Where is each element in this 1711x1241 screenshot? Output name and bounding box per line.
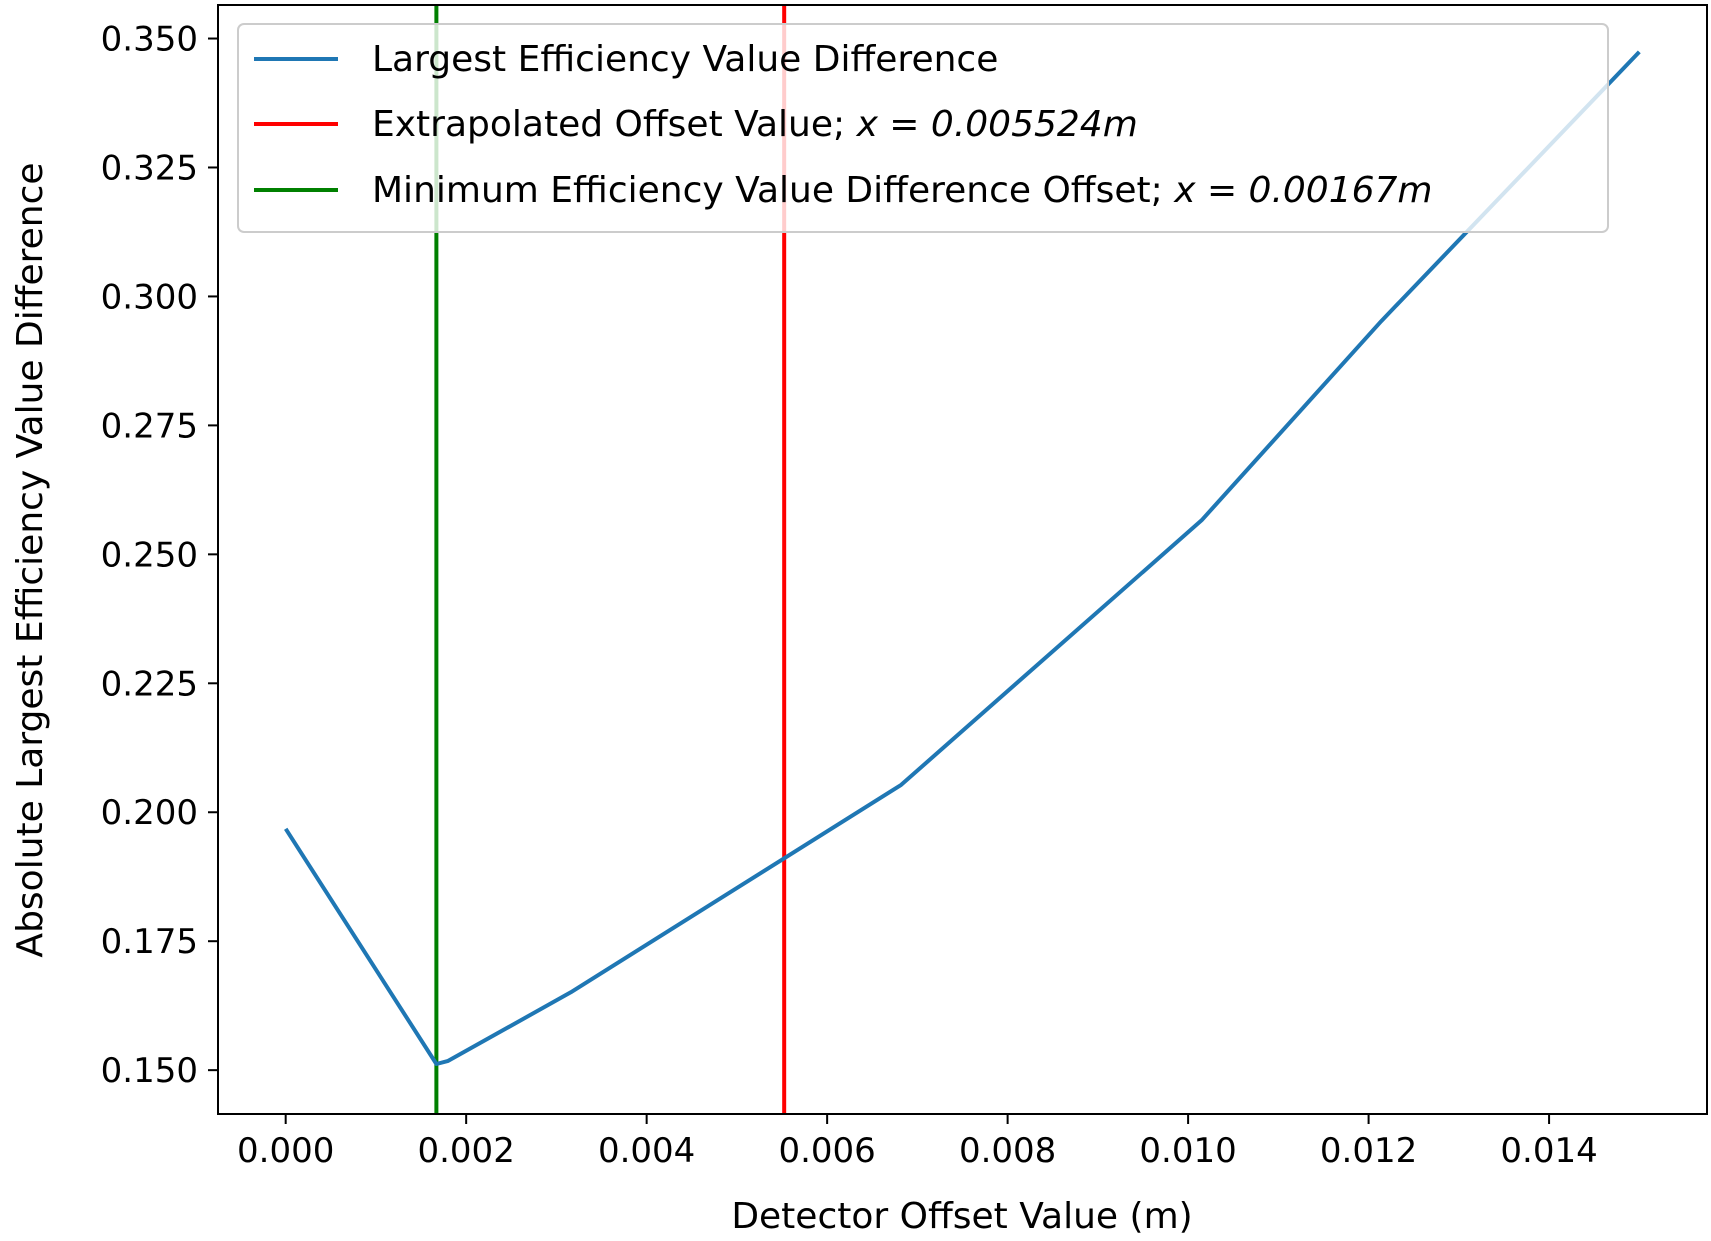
y-tick-label: 0.200 bbox=[101, 793, 198, 833]
x-axis: 0.000 0.002 0.004 0.006 0.008 0.010 0.012 0.014 bbox=[237, 1114, 1598, 1171]
x-tick-label: 0.004 bbox=[598, 1131, 695, 1171]
data-point bbox=[434, 1062, 438, 1066]
legend-label-efficiency-difference: Largest Efficiency Value Difference bbox=[372, 39, 998, 80]
y-tick-label: 0.325 bbox=[101, 148, 198, 188]
legend-label-minimum-offset: Minimum Efficiency Value Difference Offs… bbox=[372, 170, 1433, 211]
y-tick-label: 0.300 bbox=[101, 277, 198, 317]
y-tick-label: 0.350 bbox=[101, 20, 198, 60]
data-point bbox=[1637, 50, 1641, 54]
data-point bbox=[569, 990, 573, 994]
data-point bbox=[899, 783, 903, 787]
y-tick-label: 0.225 bbox=[101, 664, 198, 704]
x-tick-label: 0.002 bbox=[417, 1131, 514, 1171]
x-tick-label: 0.006 bbox=[778, 1131, 875, 1171]
y-tick-label: 0.150 bbox=[101, 1051, 198, 1091]
x-tick-label: 0.008 bbox=[959, 1131, 1056, 1171]
y-tick-label: 0.275 bbox=[101, 406, 198, 446]
x-tick-label: 0.010 bbox=[1139, 1131, 1236, 1171]
y-tick-label: 0.175 bbox=[101, 922, 198, 962]
legend: Largest Efficiency Value Difference Extr… bbox=[237, 23, 1609, 233]
legend-label-extrapolated-offset: Extrapolated Offset Value; x = 0.005524m bbox=[372, 104, 1138, 145]
data-point bbox=[1200, 518, 1204, 522]
legend-box bbox=[237, 23, 1609, 233]
series-line-0 bbox=[284, 50, 1641, 1066]
data-point bbox=[446, 1059, 450, 1063]
y-axis: 0.150 0.175 0.200 0.225 0.250 0.275 0.300 0.325… bbox=[101, 20, 218, 1091]
x-tick-label: 0.000 bbox=[237, 1131, 334, 1171]
x-axis-title: Detector Offset Value (m) bbox=[731, 1196, 1192, 1237]
data-point bbox=[284, 827, 288, 831]
x-tick-label: 0.014 bbox=[1500, 1131, 1597, 1171]
y-tick-label: 0.250 bbox=[101, 535, 198, 575]
y-axis-title: Absolute Largest Efficiency Value Differ… bbox=[10, 162, 51, 957]
x-tick-label: 0.012 bbox=[1320, 1131, 1417, 1171]
data-point bbox=[1379, 319, 1383, 323]
axes-frame bbox=[217, 4, 1708, 1115]
